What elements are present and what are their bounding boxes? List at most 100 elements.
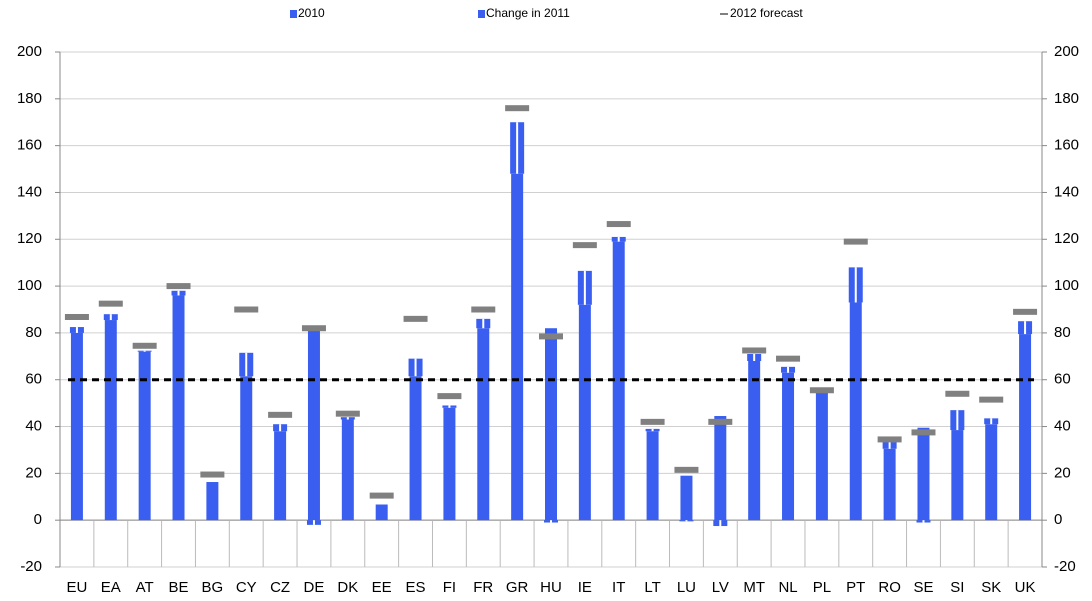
forecast-marker: [268, 411, 293, 418]
bar-change-stripe: [583, 270, 586, 305]
y2-tick-label: 80: [1054, 324, 1071, 341]
forecast-marker: [945, 390, 970, 397]
bar-2010: [477, 328, 490, 521]
x-tick-label: LV: [712, 579, 729, 596]
y-tick-label: 140: [17, 183, 42, 200]
bar-change-stripe: [448, 405, 451, 408]
y2-tick-label: 40: [1054, 418, 1071, 435]
bar-change-stripe: [1024, 321, 1027, 335]
y-tick-label: 200: [17, 43, 42, 60]
forecast-marker: [437, 393, 462, 400]
bar-2010: [680, 475, 693, 521]
x-tick-label: IE: [578, 579, 592, 596]
forecast-marker: [809, 387, 834, 394]
bar-change-stripe: [245, 352, 248, 377]
y2-tick-label: 140: [1054, 183, 1079, 200]
forecast-marker: [572, 242, 597, 249]
x-tick-label: EA: [101, 579, 121, 596]
bar-change-stripe: [414, 358, 417, 377]
x-tick-label: BG: [202, 579, 224, 596]
forecast-marker: [132, 342, 157, 349]
y-tick-label: 180: [17, 90, 42, 107]
y-tick-label: 0: [34, 511, 42, 528]
y-tick-label: 120: [17, 230, 42, 247]
forecast-marker: [234, 306, 259, 313]
x-tick-label: EE: [372, 579, 392, 596]
y2-tick-label: 20: [1054, 464, 1071, 481]
y-tick-label: 160: [17, 137, 42, 154]
forecast-marker: [640, 418, 665, 425]
bar-2010: [138, 351, 151, 521]
y2-tick-label: -20: [1054, 558, 1076, 575]
bar-2010: [578, 304, 591, 521]
bar-2010: [748, 361, 761, 521]
forecast-marker: [843, 238, 868, 245]
bar-2010: [104, 320, 117, 521]
forecast-marker: [979, 396, 1004, 403]
y-tick-label: 40: [25, 418, 42, 435]
bar-change-stripe: [753, 353, 756, 361]
x-tick-label: LU: [677, 579, 696, 596]
y-tick-label: -20: [20, 558, 42, 575]
bar-2010: [612, 241, 625, 521]
forecast-marker: [539, 333, 563, 340]
x-tick-label: BE: [169, 579, 189, 596]
x-tick-label: SK: [981, 579, 1001, 596]
forecast-marker: [1013, 308, 1038, 315]
legend-swatch: [290, 10, 297, 18]
y-tick-label: 60: [25, 371, 42, 388]
x-tick-label: AT: [136, 579, 154, 596]
y2-tick-label: 60: [1054, 371, 1071, 388]
bar-2010: [646, 431, 659, 521]
legend-swatch: [720, 13, 728, 15]
bar-2010: [240, 376, 253, 521]
x-tick-label: FR: [473, 579, 493, 596]
forecast-marker: [877, 436, 902, 443]
bar-2010: [815, 391, 828, 521]
x-tick-label: CZ: [270, 579, 290, 596]
bar-2010: [307, 325, 320, 521]
bar-change-stripe: [177, 290, 180, 296]
x-tick-label: LT: [644, 579, 660, 596]
bar-2010: [714, 416, 727, 521]
legend-swatch: [478, 10, 485, 18]
bar-change-stripe: [312, 520, 315, 525]
bar-2010: [849, 302, 862, 521]
bar-2010: [172, 295, 185, 521]
y2-tick-label: 200: [1054, 43, 1079, 60]
x-tick-label: ES: [406, 579, 426, 596]
x-tick-label: SE: [913, 579, 933, 596]
x-tick-label: EU: [67, 579, 88, 596]
forecast-marker: [64, 313, 89, 320]
bar-change-stripe: [346, 417, 349, 420]
forecast-marker: [674, 466, 699, 473]
forecast-marker: [98, 300, 123, 307]
legend-label: Change in 2011: [486, 6, 570, 20]
bar-2010: [70, 332, 83, 521]
forecast-marker: [471, 306, 496, 313]
bar-2010: [206, 482, 219, 521]
y2-tick-label: 120: [1054, 230, 1079, 247]
bar-2010: [274, 431, 287, 521]
bar-change-stripe: [922, 520, 925, 523]
bar-change-stripe: [617, 236, 620, 242]
x-tick-label: DK: [337, 579, 358, 596]
bar-change-stripe: [279, 424, 282, 432]
x-tick-label: GR: [506, 579, 529, 596]
forecast-marker: [403, 315, 428, 322]
bar-change-stripe: [990, 418, 993, 425]
forecast-marker: [505, 105, 530, 112]
bar-2010: [1019, 334, 1032, 521]
x-tick-label: IT: [612, 579, 625, 596]
forecast-marker: [911, 429, 936, 436]
forecast-marker: [742, 347, 767, 354]
bar-change-stripe: [482, 318, 485, 329]
bar-2010: [511, 173, 524, 521]
bar-2010: [375, 504, 388, 521]
bar-2010: [917, 427, 930, 521]
bar-change-stripe: [956, 410, 959, 431]
y-tick-label: 20: [25, 464, 42, 481]
y2-tick-label: 180: [1054, 90, 1079, 107]
legend-label: 2012 forecast: [730, 6, 803, 20]
bar-change-stripe: [685, 520, 688, 522]
